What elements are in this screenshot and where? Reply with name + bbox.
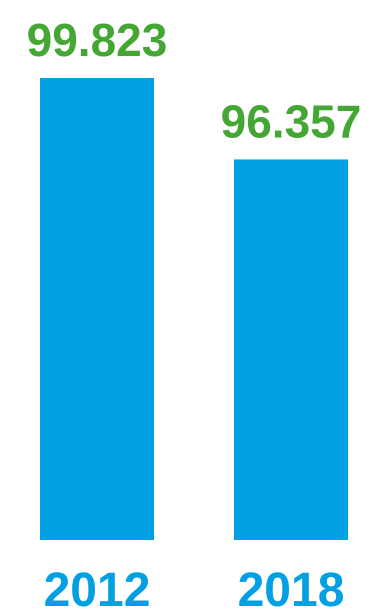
value-label-2012: 99.823 [27, 14, 168, 66]
bars-group [40, 78, 348, 540]
value-labels-group: 99.823 96.357 [27, 14, 362, 147]
category-label-2012: 2012 [44, 564, 151, 611]
category-labels-group: 2012 2018 [44, 564, 345, 611]
bar-2012 [40, 78, 154, 540]
bar-2018 [234, 159, 348, 540]
category-label-2018: 2018 [238, 564, 345, 611]
value-label-2018: 96.357 [221, 95, 362, 147]
